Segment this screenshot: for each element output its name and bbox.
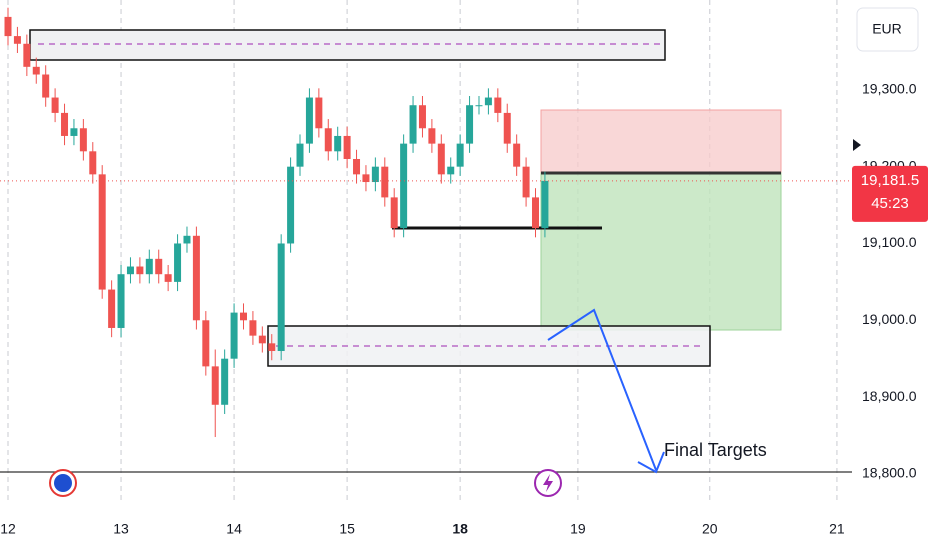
candle-body (353, 158, 361, 175)
x-tick-label: 14 (226, 521, 242, 537)
candle-body (13, 36, 21, 44)
candle-body (211, 366, 219, 405)
currency: EUR (872, 21, 902, 37)
candle-body (136, 266, 144, 275)
candle-body (541, 180, 549, 229)
candle-body (70, 128, 78, 136)
candle-body (371, 166, 379, 183)
target-arrow (547, 308, 657, 471)
y-tick-label: 18,800.0 (862, 465, 917, 481)
candle-body (362, 174, 370, 183)
candle-body (475, 105, 483, 107)
candle-body (117, 274, 125, 328)
candle-body (174, 243, 182, 282)
candle-body (51, 97, 59, 113)
marker (853, 139, 861, 151)
candle-body (183, 235, 191, 244)
candle-body (456, 143, 464, 167)
y-tick-label: 19,000.0 (862, 311, 917, 327)
candle-body (513, 143, 521, 167)
annotation: Final Targets (664, 440, 767, 460)
x-tick-label: 18 (452, 521, 468, 537)
last-price: 19,181.5 (861, 172, 919, 189)
supply-box (29, 29, 666, 61)
candle-body (447, 166, 455, 175)
candle-body (230, 312, 238, 359)
countdown: 45:23 (871, 195, 909, 212)
candle-body (484, 97, 492, 106)
candle-body (334, 135, 342, 152)
candle-body (79, 128, 87, 152)
candle-body (126, 266, 134, 275)
event-icon (543, 474, 553, 492)
x-tick-label: 12 (0, 521, 16, 537)
candle-body (268, 343, 276, 352)
candle-body (23, 43, 31, 67)
x-tick-label: 20 (702, 521, 718, 537)
candle-body (239, 312, 247, 321)
y-tick-label: 19,100.0 (862, 234, 917, 250)
x-tick-label: 13 (113, 521, 129, 537)
candle-body (400, 143, 408, 229)
candle-body (466, 105, 474, 144)
arrow-head (637, 451, 665, 474)
candle-body (287, 166, 295, 244)
candle-body (494, 97, 502, 113)
candle-body (277, 243, 285, 352)
x-tick-label: 19 (570, 521, 586, 537)
candle-body (32, 66, 40, 75)
candle-body (343, 135, 351, 159)
candle-body (192, 235, 200, 321)
candle-body (503, 112, 511, 144)
candle-body (258, 335, 266, 344)
candle-body (532, 197, 540, 229)
candle-body (381, 166, 389, 198)
candle-body (418, 105, 426, 129)
candle-body (305, 97, 313, 144)
candle-body (98, 174, 106, 290)
candle-body (249, 320, 257, 336)
price-badge (852, 165, 928, 222)
candle-body (221, 358, 229, 405)
candle-body (61, 112, 69, 136)
candle-body (390, 197, 398, 229)
candle-body (155, 258, 163, 275)
candle-body (164, 274, 172, 282)
stop-zone (540, 109, 782, 174)
axis: 12 13 14 15 18 19 20 21 18,800.0 18,900.0 19,000.0… (0, 81, 928, 537)
y-tick-label: 18,900.0 (862, 388, 917, 404)
target-zone (540, 172, 782, 331)
candles (0, 7, 852, 438)
candle-body (4, 16, 12, 37)
candle-body (428, 128, 436, 144)
y-tick-label: 19,300.0 (862, 81, 917, 97)
candle-body (202, 320, 210, 367)
candle-body (522, 166, 530, 198)
grid (7, 0, 838, 500)
candle-body (296, 143, 304, 167)
candle-body (437, 143, 445, 175)
candle-body (42, 74, 50, 98)
x-tick-label: 21 (829, 521, 845, 537)
event-icon (54, 474, 72, 492)
candle-body (315, 97, 323, 129)
candle-body (409, 105, 417, 144)
currency-box (856, 7, 919, 52)
x-tick-label: 15 (339, 521, 355, 537)
candle-body (89, 151, 97, 175)
candle-body (108, 289, 116, 328)
candle-body (145, 258, 153, 275)
candle-body (324, 128, 332, 152)
